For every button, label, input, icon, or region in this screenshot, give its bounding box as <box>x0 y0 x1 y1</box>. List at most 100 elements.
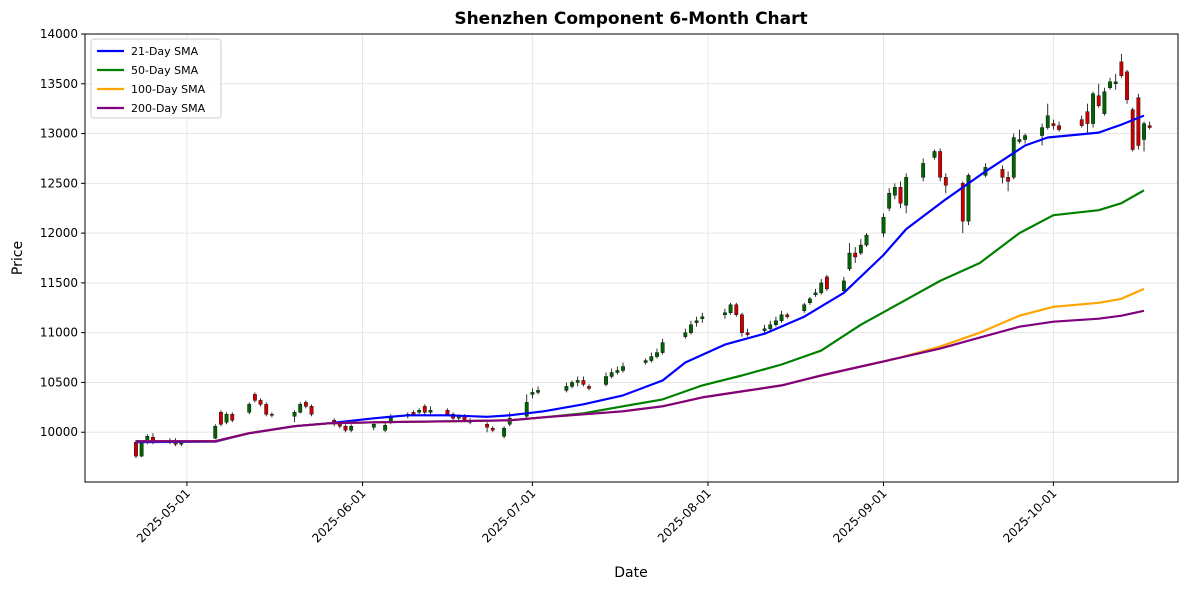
candle <box>1142 121 1146 152</box>
candle-body-down <box>943 177 948 186</box>
sma-line <box>136 309 1145 443</box>
y-axis-ticks: 10000 10500 11000 11500 12000 12500 13000 13500… <box>40 27 85 439</box>
candle <box>774 316 778 327</box>
candle <box>694 316 699 327</box>
candle-body-up <box>881 216 886 234</box>
candle <box>264 402 269 417</box>
candle-body-up <box>1017 139 1022 142</box>
candle <box>615 366 620 375</box>
candle-body-up <box>428 410 433 413</box>
candle-body-down <box>219 412 223 425</box>
y-tick-label: 12000 <box>40 226 78 240</box>
candle <box>303 400 308 409</box>
candle <box>1102 87 1107 116</box>
candle-body-down <box>1136 97 1141 146</box>
candle-body-down <box>411 412 416 415</box>
candle-body-down <box>1147 125 1152 128</box>
candle <box>1006 171 1011 192</box>
candle <box>570 380 574 389</box>
candle <box>417 408 422 415</box>
candle-body-up <box>575 380 580 383</box>
candle-body-up <box>1023 135 1027 140</box>
candle <box>1051 119 1056 130</box>
candle-body-up <box>564 386 569 391</box>
candle <box>943 173 948 194</box>
candle <box>802 302 807 313</box>
candle <box>1136 93 1141 150</box>
candle <box>938 148 943 182</box>
candle <box>898 181 903 209</box>
x-tick-label: 2025-08-01 <box>655 486 714 545</box>
candle-body-down <box>343 426 348 431</box>
candle-body-up <box>570 382 574 387</box>
candle-body-up <box>247 404 252 413</box>
candle <box>1017 129 1022 144</box>
y-tick-label: 11500 <box>40 276 78 290</box>
candle <box>587 384 591 391</box>
candle <box>292 410 297 423</box>
y-tick-label: 12500 <box>40 176 78 190</box>
x-axis-ticks: 2025-05-01 2025-06-01 2025-07-01 2025-08-01… <box>134 482 1060 545</box>
legend-box <box>90 38 222 119</box>
candle-body-down <box>1006 177 1011 182</box>
candle <box>689 320 693 335</box>
candle <box>813 288 818 297</box>
candle <box>887 188 892 212</box>
candle-body-down <box>853 252 858 258</box>
candle-body-up <box>213 426 218 439</box>
candle <box>683 328 688 339</box>
legend-entry: 50-Day SMA <box>131 64 199 77</box>
x-axis-label: Date <box>614 565 647 581</box>
candle <box>864 233 869 248</box>
candle-body-down <box>960 183 965 222</box>
y-tick-label: 10000 <box>40 425 78 439</box>
candle-body-down <box>258 400 263 405</box>
candle-body-up <box>700 316 705 319</box>
candle <box>643 358 648 365</box>
candle <box>1096 83 1101 108</box>
candle <box>530 388 535 399</box>
legend-entry: 21-Day SMA <box>131 45 199 58</box>
candle-body-down <box>1057 125 1061 130</box>
candle <box>853 247 858 263</box>
candle <box>1108 77 1112 90</box>
sma-line <box>136 287 1145 443</box>
candle <box>247 402 252 415</box>
candle <box>621 362 625 373</box>
y-tick-label: 14000 <box>40 27 78 41</box>
candle <box>485 422 489 433</box>
legend-entry: 200-Day SMA <box>131 102 206 115</box>
candle <box>1085 103 1090 134</box>
x-tick-label: 2025-05-01 <box>134 486 193 545</box>
candle-body-up <box>847 252 852 270</box>
candle-body-down <box>1096 95 1101 106</box>
candle-body-up <box>371 424 376 428</box>
candle <box>422 404 427 415</box>
candle-body-down <box>337 424 342 427</box>
legend: 21-Day SMA 50-Day SMA 100-Day SMA 200-Day S… <box>90 38 222 119</box>
candle <box>740 312 744 337</box>
candle-body-up <box>1091 93 1095 124</box>
candle-body-up <box>1040 127 1044 136</box>
sma-line <box>135 114 1145 444</box>
candle-body-up <box>139 441 144 457</box>
candle <box>383 422 388 433</box>
candle-body-down <box>898 187 903 204</box>
candle-body-down <box>734 304 739 315</box>
candle <box>428 406 433 415</box>
candle <box>298 402 303 414</box>
candle-body-up <box>536 390 540 393</box>
candle-body-up <box>621 366 625 371</box>
candle <box>819 278 824 295</box>
candle <box>1000 165 1005 184</box>
candle-body-up <box>723 312 727 315</box>
candle-body-up <box>1142 123 1146 140</box>
candlestick-series <box>134 53 1152 459</box>
candle-body-up <box>921 163 926 178</box>
x-tick-label: 2025-07-01 <box>479 486 538 545</box>
candle-body-down <box>309 406 314 415</box>
candle-body-up <box>383 425 388 431</box>
candle-body-up <box>762 328 767 331</box>
candle <box>564 382 569 393</box>
candle <box>881 213 886 238</box>
